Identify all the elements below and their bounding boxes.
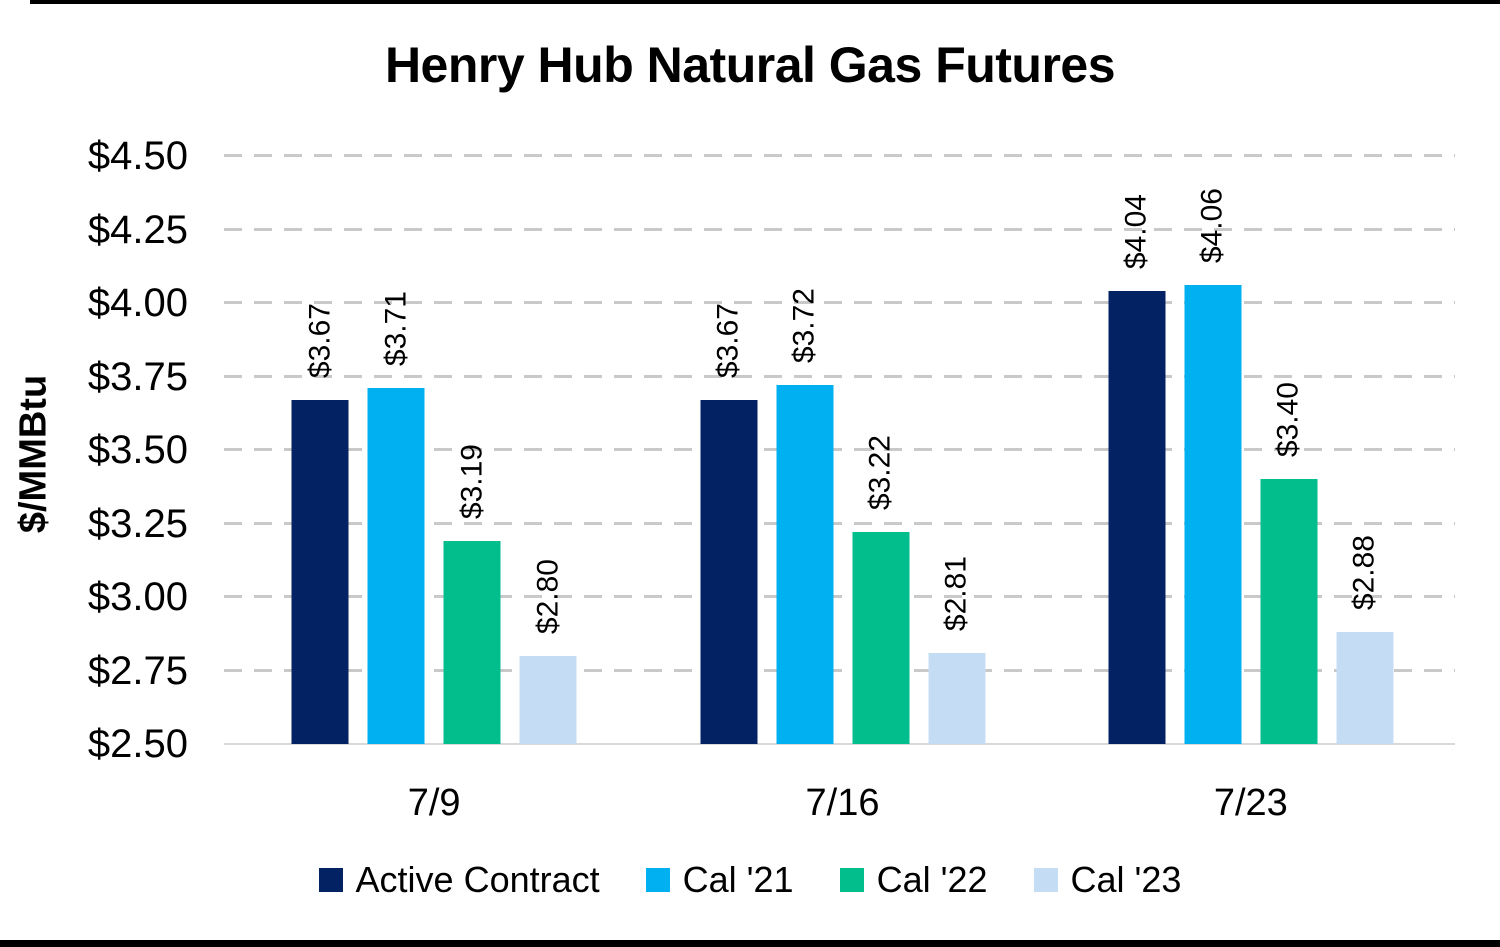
bar-value-label: $3.72 [787,288,821,364]
bar-cal-21 [1184,285,1242,744]
bar-item: $3.72 [776,156,833,744]
bar-group-7/16: $3.67 $3.72 $3.22 $2.81 [700,156,985,744]
legend-label: Cal '21 [682,859,794,900]
x-tick-label: 7/9 [407,782,461,824]
y-tick-label: $4.50 [87,134,188,178]
bar-value-label: $2.88 [1347,535,1381,611]
y-tick-label: $3.75 [87,354,188,399]
gridline [224,668,1455,672]
bar-item: $3.67 [291,156,349,744]
bar-cal-22 [852,532,909,744]
gridline [224,227,1455,231]
legend-swatch-icon [1033,867,1058,892]
gridline [224,154,1455,157]
y-tick-label: $2.50 [87,722,188,766]
plot-area: $3.67 $3.71 $3.19 $2.80 $3.67 $3.72 $3.22 $2.81… [224,154,1455,745]
gridline [224,301,1455,304]
top-border-line [30,0,1500,4]
chart-title: Henry Hub Natural Gas Futures [384,37,1116,93]
bar-cal-22 [443,541,501,744]
bar-cal-21 [367,388,425,744]
legend: Active Contract Cal '21 Cal '22 Cal '23 [0,858,1500,901]
bar-group-7/9: $3.67 $3.71 $3.19 $2.80 [291,156,577,744]
y-tick-label: $3.00 [87,575,188,619]
x-tick-label: 7/16 [805,782,880,824]
bar-cal-23 [928,652,985,744]
bar-active-contract [700,400,757,744]
axis-baseline [224,743,1455,745]
bar-value-label: $3.67 [303,302,337,379]
legend-label: Cal '22 [876,859,988,900]
gridline [224,448,1455,451]
bar-value-label: $3.67 [711,302,745,379]
legend-item-cal-23: Cal '23 [1033,858,1182,901]
bar-item: $3.40 [1260,156,1318,744]
bar-cal-21 [776,385,833,744]
bar-item: $3.71 [367,156,425,744]
y-tick-label: $2.75 [87,648,188,693]
bar-cal-23 [1336,632,1394,744]
y-tick-label: $3.50 [87,428,188,472]
x-tick-label: 7/23 [1213,782,1288,824]
bar-item: $4.06 [1184,156,1242,744]
bar-active-contract [1108,291,1166,744]
gridline [224,521,1455,525]
bar-group-7/23: $4.04 $4.06 $3.40 $2.88 [1108,156,1394,744]
legend-swatch-icon [839,867,864,892]
bar-item: $2.80 [519,156,577,744]
y-axis-ticks: $2.50 $2.75 $3.00 $3.25 $3.50 $3.75 $4.00 $4.25… [0,136,192,764]
bar-item: $2.81 [928,156,985,744]
legend-swatch-icon [318,867,343,892]
legend-label: Active Contract [355,859,600,900]
bar-item: $3.19 [443,156,501,744]
legend-item-cal-22: Cal '22 [839,858,988,901]
gridline [224,595,1455,598]
x-axis-labels: 7/9 7/16 7/23 [230,780,1455,826]
bar-value-label: $3.40 [1271,382,1305,458]
bar-value-label: $2.80 [531,558,565,634]
bar-active-contract [291,400,349,744]
bar-item: $3.67 [700,156,757,744]
y-tick-label: $4.00 [87,281,188,325]
bar-value-label: $2.81 [939,555,973,631]
bar-value-label: $3.22 [863,435,897,511]
gridline [224,374,1455,378]
y-tick-label: $4.25 [87,207,188,252]
bar-item: $3.22 [852,156,909,744]
bar-cal-22 [1260,479,1318,744]
bar-value-label: $3.19 [455,444,489,520]
bar-cal-23 [519,655,577,744]
legend-label: Cal '23 [1070,859,1182,900]
y-tick-label: $3.25 [87,501,188,546]
legend-item-cal-21: Cal '21 [645,858,794,901]
bar-value-label: $3.71 [379,291,413,367]
legend-swatch-icon [645,867,670,892]
bar-value-label: $4.06 [1195,188,1229,264]
legend-item-active-contract: Active Contract [318,858,600,901]
bar-value-label: $4.04 [1119,194,1153,270]
bar-item: $2.88 [1336,156,1394,744]
bar-item: $4.04 [1108,156,1166,744]
bottom-border-line [0,940,1500,947]
